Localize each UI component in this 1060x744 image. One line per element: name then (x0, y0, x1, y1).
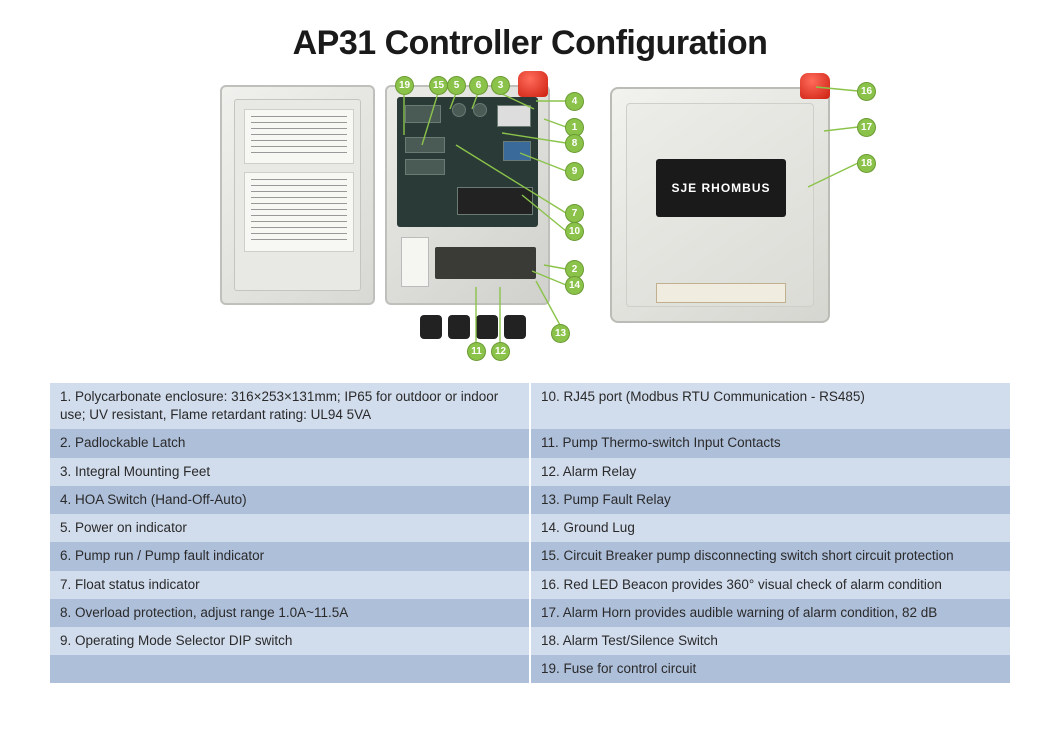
callout-marker-14: 14 (566, 277, 583, 294)
spec-cell-left: 2. Padlockable Latch (50, 429, 530, 457)
table-row: 8. Overload protection, adjust range 1.0… (50, 599, 1010, 627)
table-row: 6. Pump run / Pump fault indicator15. Ci… (50, 542, 1010, 570)
table-row: 5. Power on indicator14. Ground Lug (50, 514, 1010, 542)
callout-marker-8: 8 (566, 135, 583, 152)
spec-cell-left: 5. Power on indicator (50, 514, 530, 542)
table-row: 1. Polycarbonate enclosure: 316×253×131m… (50, 383, 1010, 429)
controller-pcb (397, 97, 538, 227)
open-enclosure-figure: 19155634189710214131211 (220, 75, 560, 365)
callout-marker-10: 10 (566, 223, 583, 240)
beacon-icon (800, 73, 830, 99)
spec-cell-left: 3. Integral Mounting Feet (50, 458, 530, 486)
callout-marker-18: 18 (858, 155, 875, 172)
table-row: 19. Fuse for control circuit (50, 655, 1010, 683)
table-row: 4. HOA Switch (Hand-Off-Auto)13. Pump Fa… (50, 486, 1010, 514)
spec-cell-left (50, 655, 530, 683)
callout-marker-9: 9 (566, 163, 583, 180)
spec-cell-right: 16. Red LED Beacon provides 360° visual … (530, 571, 1010, 599)
brand-plate: SJE RHOMBUS (656, 159, 786, 217)
spec-cell-left: 7. Float status indicator (50, 571, 530, 599)
callout-marker-1: 1 (566, 119, 583, 136)
spec-cell-right: 13. Pump Fault Relay (530, 486, 1010, 514)
spec-cell-right: 18. Alarm Test/Silence Switch (530, 627, 1010, 655)
callout-marker-2: 2 (566, 261, 583, 278)
table-row: 2. Padlockable Latch11. Pump Thermo-swit… (50, 429, 1010, 457)
page-title: AP31 Controller Configuration (0, 24, 1060, 63)
spec-cell-left: 6. Pump run / Pump fault indicator (50, 542, 530, 570)
spec-cell-right: 10. RJ45 port (Modbus RTU Communication … (530, 383, 1010, 429)
spec-cell-right: 19. Fuse for control circuit (530, 655, 1010, 683)
spec-cell-right: 17. Alarm Horn provides audible warning … (530, 599, 1010, 627)
spec-cell-left: 9. Operating Mode Selector DIP switch (50, 627, 530, 655)
warning-label (656, 283, 786, 303)
callout-marker-11: 11 (468, 343, 485, 360)
spec-cell-left: 1. Polycarbonate enclosure: 316×253×131m… (50, 383, 530, 429)
table-row: 7. Float status indicator16. Red LED Bea… (50, 571, 1010, 599)
callout-marker-13: 13 (552, 325, 569, 342)
spec-cell-left: 8. Overload protection, adjust range 1.0… (50, 599, 530, 627)
circuit-breaker (401, 237, 429, 287)
beacon-icon (518, 71, 548, 97)
closed-enclosure-figure: SJE RHOMBUS 161718 (610, 75, 840, 365)
callout-marker-16: 16 (858, 83, 875, 100)
spec-cell-right: 12. Alarm Relay (530, 458, 1010, 486)
callout-marker-4: 4 (566, 93, 583, 110)
product-images-row: 19155634189710214131211 SJE RHOMBUS 1617… (0, 75, 1060, 365)
callout-marker-7: 7 (566, 205, 583, 222)
spec-cell-left: 4. HOA Switch (Hand-Off-Auto) (50, 486, 530, 514)
spec-table: 1. Polycarbonate enclosure: 316×253×131m… (50, 383, 1010, 683)
cable-glands (420, 315, 526, 339)
table-row: 9. Operating Mode Selector DIP switch18.… (50, 627, 1010, 655)
callout-marker-17: 17 (858, 119, 875, 136)
enclosure-body (385, 85, 550, 305)
table-row: 3. Integral Mounting Feet12. Alarm Relay (50, 458, 1010, 486)
enclosure-lid (220, 85, 375, 305)
terminal-strip (435, 247, 536, 279)
callout-marker-12: 12 (492, 343, 509, 360)
spec-cell-right: 11. Pump Thermo-switch Input Contacts (530, 429, 1010, 457)
spec-cell-right: 15. Circuit Breaker pump disconnecting s… (530, 542, 1010, 570)
closed-enclosure-body: SJE RHOMBUS (610, 87, 830, 323)
spec-cell-right: 14. Ground Lug (530, 514, 1010, 542)
